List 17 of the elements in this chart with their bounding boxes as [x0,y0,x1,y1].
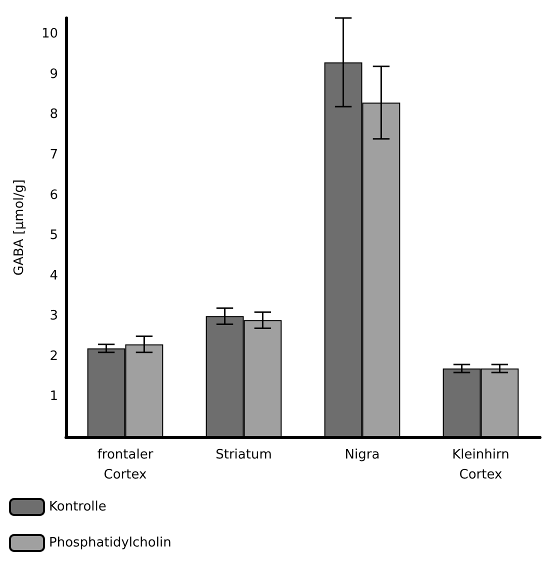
y-tick-label: 5 [50,228,58,244]
x-tick-label: frontaler Cortex [97,448,154,482]
x-tick-label: Nigra [344,448,380,462]
y-tick-label: 8 [50,107,58,122]
legend-label: Kontrolle [49,500,106,514]
y-tick-label: 3 [50,308,58,324]
legend-label: Phosphatidylcholin [49,536,172,550]
y-tick-label: 4 [50,268,58,284]
y-tick-label: 1 [50,389,58,404]
y-axis-title: GABA [µmol/g] [12,179,27,276]
y-tick-label: 7 [50,147,58,162]
y-tick-label: 2 [50,348,58,364]
y-tick-label: 6 [50,188,58,203]
y-tick-label: 9 [50,66,58,82]
y-tick-label: 10 [41,26,58,42]
x-tick-label: Kleinhirn Cortex [452,448,510,482]
x-tick-label: Striatum [216,448,272,462]
